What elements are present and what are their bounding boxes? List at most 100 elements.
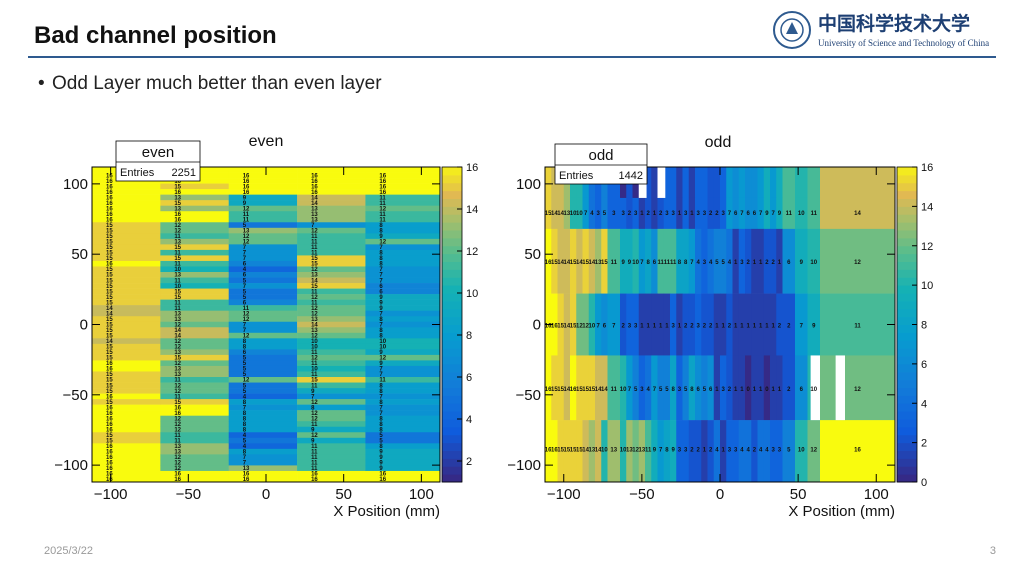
cell-count-label: 9 (379, 234, 383, 240)
cell-count-label: 11 (174, 378, 181, 384)
cell-count-label: 16 (311, 472, 318, 478)
heatmap-cell (563, 355, 571, 421)
colorbar-tick-label: 12 (921, 241, 933, 253)
cell-count-label: 16 (106, 411, 113, 417)
heatmap-cell (820, 167, 896, 199)
heatmap-cell (297, 448, 366, 455)
heatmap-cell (632, 355, 640, 421)
cell-count-label: 4 (696, 260, 700, 266)
title-divider (28, 56, 996, 58)
cell-count-label: 12 (174, 339, 181, 345)
heatmap-cell (92, 189, 161, 195)
heatmap-cell (682, 197, 690, 230)
heatmap-cell (670, 293, 677, 356)
heatmap-cell (297, 421, 366, 428)
cell-count-label: 4 (759, 447, 763, 453)
heatmap-cell (297, 194, 366, 201)
cell-count-label: 1 (715, 387, 719, 393)
colorbar-segment (442, 167, 462, 176)
cell-count-label: 7 (243, 256, 247, 262)
heatmap-cell (160, 432, 230, 439)
heatmap-cell (228, 432, 298, 439)
heatmap-cell (228, 283, 298, 289)
colorbar-segment (442, 442, 462, 451)
cell-count-label: 16 (106, 422, 113, 428)
heatmap-cell (365, 266, 441, 273)
heatmap-cell (92, 327, 161, 334)
heatmap-cell (570, 420, 577, 483)
heatmap-cell (228, 338, 298, 345)
heatmap-cell (228, 249, 298, 256)
heatmap-cell (682, 293, 690, 356)
cell-count-label: 14 (576, 260, 583, 266)
heatmap-cell (160, 183, 230, 190)
cell-count-label: 5 (243, 278, 247, 284)
cell-count-label: 7 (379, 394, 383, 400)
heatmap-cell (365, 410, 441, 416)
heatmap-cell (297, 299, 366, 306)
heatmap-cell (563, 420, 571, 483)
cell-count-label: 11 (174, 300, 181, 306)
cell-count-label: 16 (545, 324, 552, 330)
heatmap-cell (751, 197, 758, 230)
cell-count-label: 12 (311, 433, 318, 439)
cell-count-label: 2 (728, 387, 732, 393)
cell-count-label: 7 (243, 322, 247, 328)
heatmap-cell (92, 404, 161, 411)
cell-count-label: 7 (771, 211, 775, 217)
cell-count-label: 11 (311, 300, 318, 306)
cell-count-label: 14 (174, 328, 181, 334)
colorbar-segment (442, 419, 462, 428)
cell-count-label: 5 (243, 389, 247, 395)
colorbar-tick-label: 8 (466, 330, 472, 342)
heatmap-cell (782, 420, 796, 483)
heatmap-cell (228, 437, 298, 444)
colorbar-tick-label: 8 (921, 320, 927, 332)
colorbar-segment (442, 198, 462, 207)
heatmap-cell (297, 321, 366, 328)
colorbar-segment (442, 316, 462, 325)
heatmap-cell (663, 197, 671, 230)
colorbar-segment (442, 450, 462, 459)
heatmap-cell (297, 272, 366, 278)
cell-count-label: 8 (379, 334, 383, 340)
heatmap-cell (228, 476, 298, 483)
heatmap-cell (228, 227, 298, 234)
cell-count-label: 8 (379, 400, 383, 406)
heatmap-cell (676, 355, 683, 421)
heatmap-cell (745, 197, 752, 230)
cell-count-label: 12 (311, 356, 318, 362)
colorbar-segment (442, 387, 462, 396)
heatmap-cell (160, 305, 230, 311)
colorbar-segment (442, 474, 462, 483)
cell-count-label: 13 (311, 317, 318, 323)
cell-count-label: 11 (311, 350, 318, 356)
cell-count-label: 14 (557, 211, 564, 217)
cell-count-label: 13 (174, 367, 181, 373)
heatmap-cell (228, 393, 298, 400)
heatmap-cell (688, 355, 696, 421)
heatmap-cell (713, 293, 721, 356)
cell-count-label: 8 (379, 262, 383, 268)
heatmap-cell (228, 238, 298, 245)
heatmap-cell (782, 228, 796, 294)
heatmap-cell (160, 310, 230, 317)
colorbar-tick-label: 4 (466, 414, 472, 426)
heatmap-cell (770, 355, 777, 421)
heatmap-cell (365, 167, 441, 173)
cell-count-label: 2 (628, 211, 632, 217)
cell-count-label: 3 (628, 324, 632, 330)
heatmap-cell (297, 399, 366, 405)
colorbar-segment (897, 237, 917, 247)
cell-count-label: 15 (582, 387, 589, 393)
cell-count-label: 4 (715, 447, 719, 453)
heatmap-cell (701, 228, 708, 294)
cell-count-label: 6 (243, 300, 247, 306)
heatmap-cell (297, 415, 366, 422)
colorbar-segment (442, 269, 462, 278)
cell-count-label: 1 (721, 324, 725, 330)
heatmap-cell (228, 266, 298, 273)
cell-count-label: 9 (800, 260, 804, 266)
heatmap-cell (160, 233, 230, 240)
y-tick-label: −100 (507, 457, 541, 474)
